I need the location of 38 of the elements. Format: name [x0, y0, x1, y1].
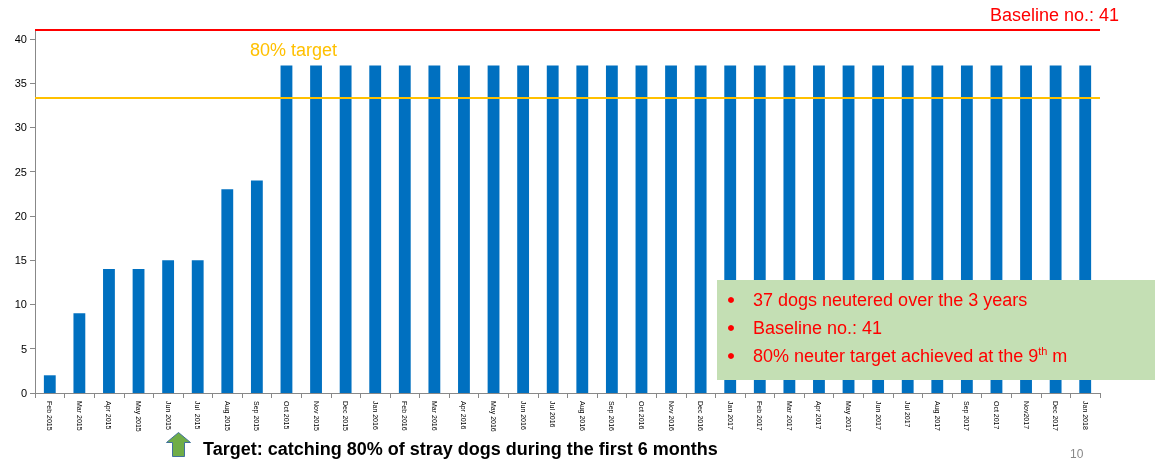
y-tick-label: 10: [14, 298, 27, 311]
bar: [250, 180, 263, 393]
ref-line-label: Baseline no.: 41: [990, 5, 1120, 25]
bar: [428, 65, 441, 393]
bar: [398, 65, 411, 393]
bar: [635, 65, 648, 393]
bar: [73, 313, 86, 393]
bar: [280, 65, 293, 393]
y-tick-label: 15: [14, 254, 27, 267]
bar: [369, 65, 382, 393]
y-tick-label: 30: [14, 121, 27, 134]
bar: [339, 65, 352, 393]
annotation: 37 dogs neutered over the 3 years: [753, 290, 1028, 310]
bar: [310, 65, 322, 393]
y-tick-label: 0: [20, 387, 27, 399]
y-tick-label: 35: [14, 77, 27, 90]
bar: [546, 65, 559, 393]
bar: [665, 65, 677, 393]
text: 10: [1070, 447, 1084, 461]
bar: [103, 269, 115, 393]
y-tick-label: 5: [20, 342, 27, 355]
bar: [43, 375, 56, 393]
bar: [694, 65, 707, 393]
bar: [487, 65, 500, 393]
ref-line-label: 80% target: [250, 40, 338, 61]
bar: [162, 260, 175, 393]
bar: [221, 189, 234, 393]
y-tick-label: 20: [14, 209, 27, 222]
text: Target: catching 80% of stray dogs during the first 6 months: [203, 439, 718, 459]
y-tick-label: 40: [14, 32, 27, 45]
annotation: Baseline no.: 41: [753, 318, 883, 338]
bar: [605, 65, 618, 393]
bar: [132, 269, 145, 393]
bar: [517, 65, 530, 393]
bar: [458, 65, 470, 393]
y-tick-label: 25: [14, 165, 27, 178]
bar: [191, 260, 204, 393]
bar: [576, 65, 589, 393]
